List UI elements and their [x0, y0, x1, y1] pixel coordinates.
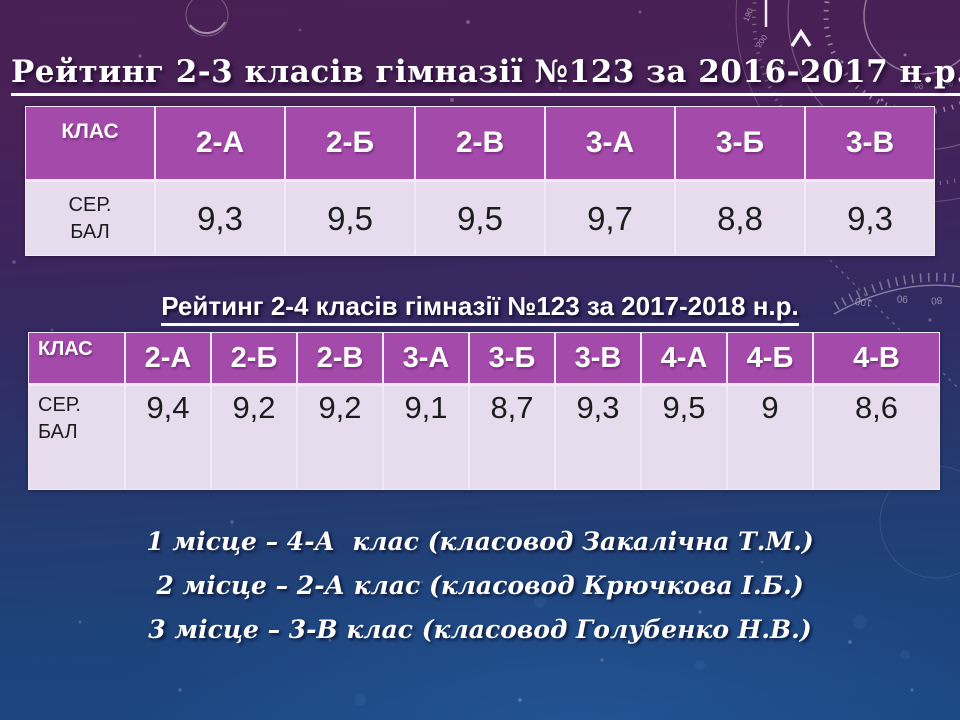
table2-col-header: 2-В	[298, 333, 382, 383]
table1-title: Рейтинг 2-3 класів гімназії №123 за 2016…	[11, 54, 960, 96]
table2-col-header: 4-А	[642, 333, 726, 383]
table2-col-header: 4-В	[814, 333, 939, 383]
results-list: 1 місце – 4-А клас (класовод Закалічна Т…	[0, 526, 960, 645]
result-line-3: 3 місце – 3-В клас (класовод Голубенко Н…	[148, 615, 812, 644]
table2-value-cell: 9,5	[642, 386, 726, 489]
table2-value-cell: 9,2	[212, 386, 296, 489]
table2-value-cell: 9,2	[298, 386, 382, 489]
table2-title-text: Рейтинг 2-4 класів гімназії №123 за 2017…	[161, 291, 799, 326]
table1-value-cell: 8,8	[676, 182, 804, 255]
table2-col-header: 3-В	[556, 333, 640, 383]
table2-value-cell: 9	[728, 386, 812, 489]
table1-value-cell: 9,7	[546, 182, 674, 255]
table1-col-header: 2-Б	[286, 107, 414, 179]
table1-col-header: 2-А	[156, 107, 284, 179]
table2-value-cell: 8,7	[470, 386, 554, 489]
table2-col-header: 4-Б	[728, 333, 812, 383]
table2-value-cell: 9,3	[556, 386, 640, 489]
table2-title: Рейтинг 2-4 класів гімназії №123 за 2017…	[0, 291, 960, 326]
table1-value-cell: 9,3	[156, 182, 284, 255]
table1-value-cell: 9,5	[286, 182, 414, 255]
table1-value-cell: 9,3	[806, 182, 934, 255]
table2-corner-header: КЛАС	[29, 333, 124, 383]
table1-row-label: СЕР. БАЛ	[26, 182, 154, 255]
table2-col-header: 3-Б	[470, 333, 554, 383]
result-line-2: 2 місце – 2-А клас (класовод Крючкова І.…	[156, 571, 804, 600]
table2-col-header: 2-Б	[212, 333, 296, 383]
table2-col-header: 3-А	[384, 333, 468, 383]
table2-value-cell: 9,1	[384, 386, 468, 489]
table2-row-label: СЕР. БАЛ	[29, 386, 124, 489]
table1-corner-header: КЛАС	[26, 107, 154, 179]
table1-col-header: 3-Б	[676, 107, 804, 179]
table1-title-text: Рейтинг 2-3 класів гімназії №123 за 2016…	[11, 54, 960, 96]
table1-value-cell: 9,5	[416, 182, 544, 255]
ratings-table-2017-2018: КЛАС 2-А 2-Б 2-В 3-А 3-Б 3-В 4-А 4-Б 4-В…	[28, 332, 940, 490]
ratings-table-2016-2017: КЛАС 2-А 2-Б 2-В 3-А 3-Б 3-В СЕР. БАЛ 9,…	[25, 106, 935, 256]
table2-col-header: 2-А	[126, 333, 210, 383]
table1-col-header: 2-В	[416, 107, 544, 179]
result-line-1: 1 місце – 4-А клас (класовод Закалічна Т…	[146, 527, 814, 556]
table1-col-header: 3-В	[806, 107, 934, 179]
table2-value-cell: 9,4	[126, 386, 210, 489]
table2-value-cell: 8,6	[814, 386, 939, 489]
table1-col-header: 3-А	[546, 107, 674, 179]
